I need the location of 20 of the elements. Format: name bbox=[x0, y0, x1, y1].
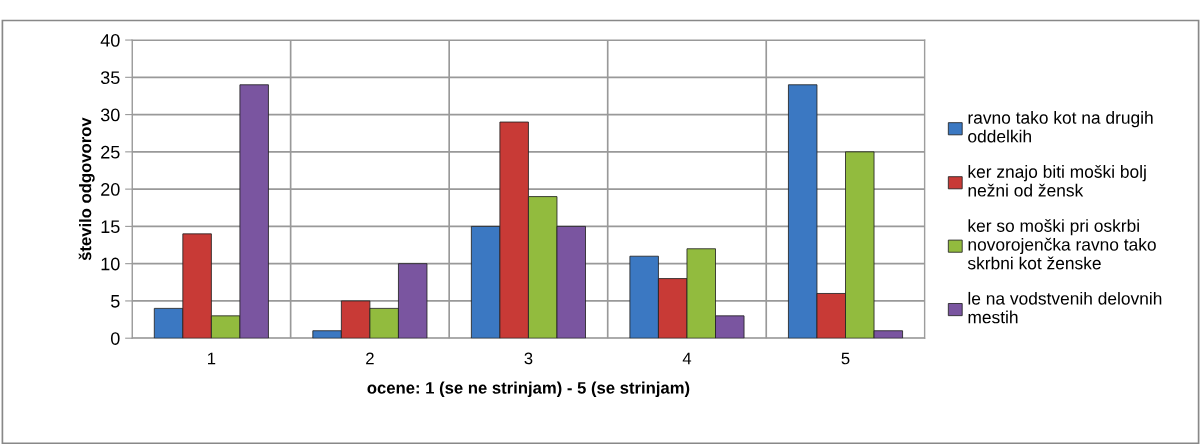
y-tick-label: 35 bbox=[100, 71, 120, 85]
x-axis-title: ocene: 1 (se ne strinjam) - 5 (se strinjam) bbox=[367, 381, 690, 398]
legend-label: le na vodstvenih delovnih mestih bbox=[968, 291, 1162, 324]
x-tick-label: 4 bbox=[682, 352, 692, 365]
y-tick-label: 5 bbox=[110, 295, 120, 308]
legend-label: ravno tako kot na drugih oddelkih bbox=[968, 111, 1153, 143]
x-tick-label: 5 bbox=[841, 352, 850, 365]
legend-label: ker so moški pri oskrbi novorojenčka ravno tako skrbni kot ženske bbox=[967, 219, 1156, 270]
x-tick-label: 2 bbox=[366, 352, 374, 365]
y-tick-label: 40 bbox=[100, 33, 120, 47]
legend-label: ker znajo biti moški bolj nežni od žensk bbox=[968, 165, 1146, 197]
y-tick-label: 10 bbox=[101, 257, 120, 271]
y-tick-label: 20 bbox=[101, 183, 120, 196]
x-tick-label: 1 bbox=[208, 352, 216, 365]
y-tick-label: 0 bbox=[110, 332, 120, 345]
y-tick-label: 25 bbox=[101, 145, 120, 159]
y-tick-label: 15 bbox=[101, 220, 120, 234]
y-axis-title: število odgovorov bbox=[78, 117, 95, 261]
y-tick-label: 30 bbox=[100, 108, 120, 122]
x-tick-label: 3 bbox=[524, 352, 533, 365]
